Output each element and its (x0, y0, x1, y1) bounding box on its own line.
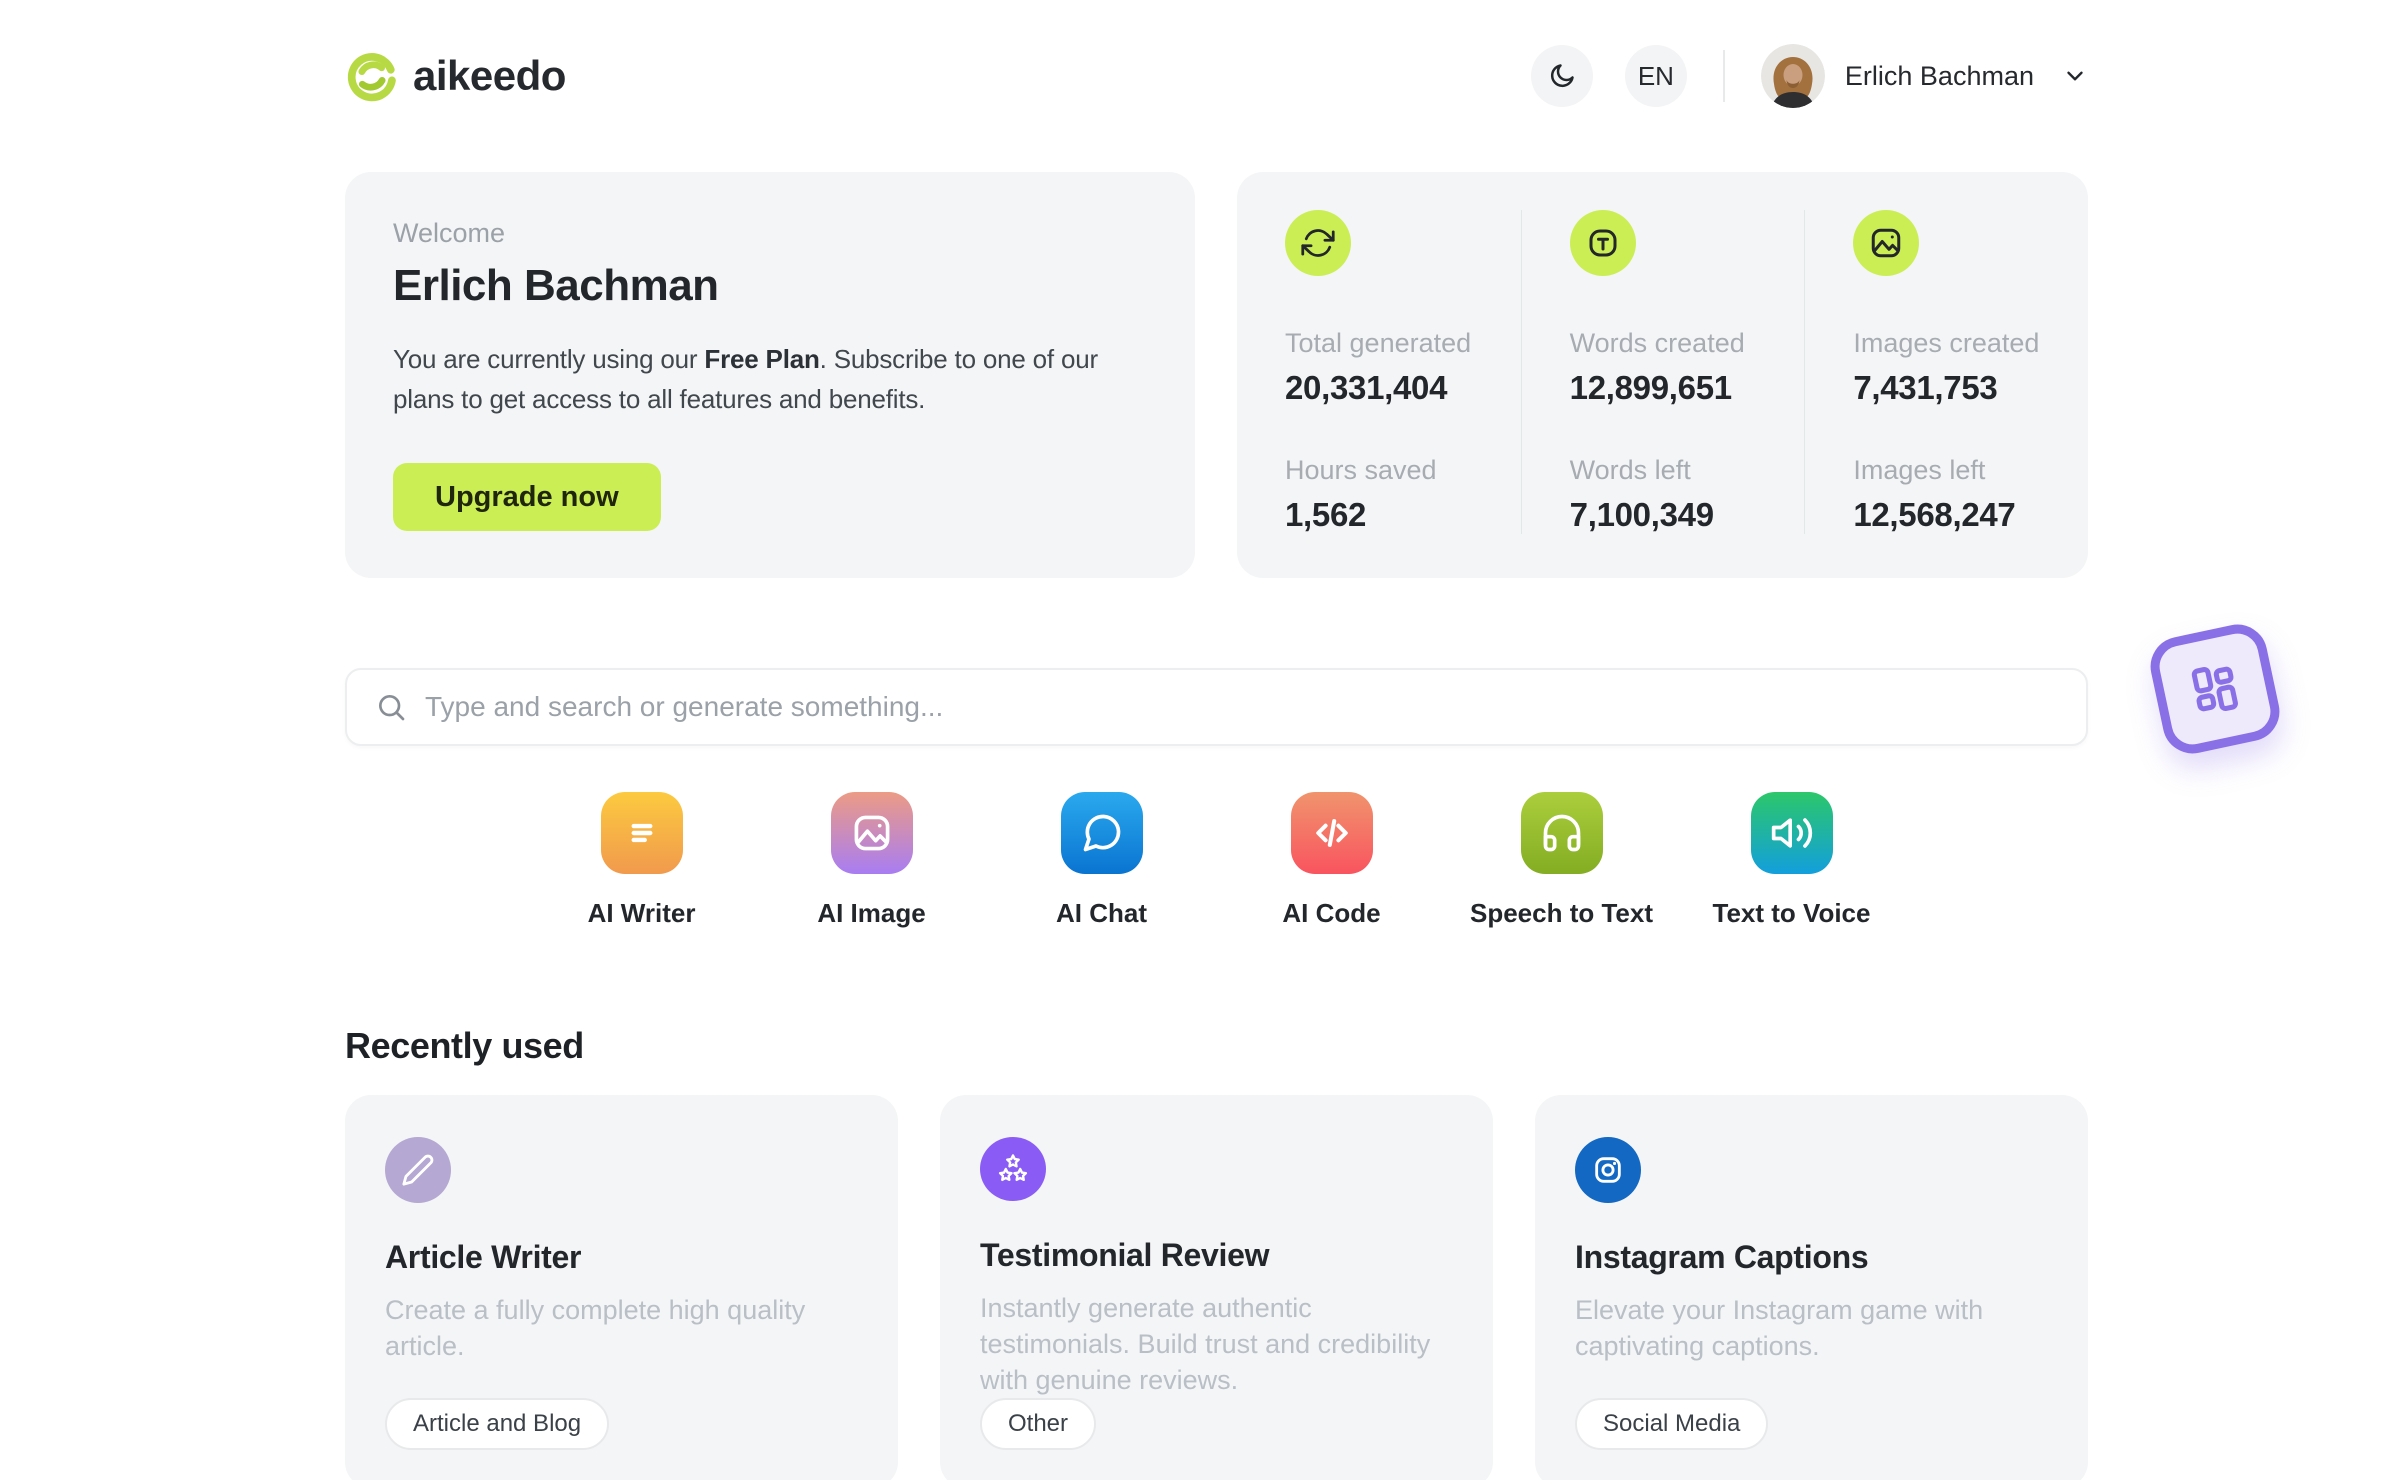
tool-label: AI Chat (1056, 898, 1147, 928)
chat-bubble-icon (1060, 792, 1143, 874)
search-section (345, 668, 2088, 746)
plan-name: Free Plan (704, 344, 820, 374)
stat-value: 12,568,247 (1853, 496, 2016, 533)
moon-icon (1547, 61, 1577, 91)
stat-total-generated: Total generated 20,331,404 Hours saved 1… (1237, 210, 1521, 534)
card-instagram-captions[interactable]: Instagram Captions Elevate your Instagra… (1535, 1095, 2088, 1480)
refresh-icon (1285, 210, 1351, 276)
aikeedo-logo-icon (345, 49, 399, 103)
search-icon (375, 691, 407, 723)
pencil-icon (385, 1137, 451, 1203)
writer-icon (600, 792, 683, 874)
search-bar (345, 668, 2088, 746)
recent-cards: Article Writer Create a fully complete h… (345, 1095, 2088, 1480)
card-title: Article Writer (385, 1239, 582, 1275)
image-icon (830, 792, 913, 874)
card-article-writer[interactable]: Article Writer Create a fully complete h… (345, 1095, 898, 1480)
card-testimonial-review[interactable]: Testimonial Review Instantly generate au… (940, 1095, 1493, 1480)
user-name: Erlich Bachman (1844, 60, 2034, 91)
welcome-user-name: Erlich Bachman (393, 261, 719, 310)
language-label: EN (1637, 60, 1674, 91)
tool-speech-to-text[interactable]: Speech to Text (1447, 792, 1677, 929)
welcome-label: Welcome (393, 218, 506, 248)
stat-images: Images created 7,431,753 Images left 12,… (1804, 210, 2088, 534)
grid-widget-icon (2177, 651, 2253, 727)
logo-text: aikeedo (413, 52, 566, 99)
code-icon (1290, 792, 1373, 874)
plan-message: You are currently using our Free Plan. S… (393, 344, 1098, 414)
tool-text-to-voice[interactable]: Text to Voice (1677, 792, 1907, 929)
stat-label: Words left (1569, 455, 1691, 485)
language-button[interactable]: EN (1624, 45, 1687, 107)
stat-label: Total generated (1285, 328, 1472, 358)
text-icon (1569, 210, 1636, 276)
stat-value: 1,562 (1285, 496, 1367, 533)
tool-label: AI Image (817, 898, 926, 928)
recently-used-section: Recently used Article Writer Create a fu… (345, 1025, 2088, 1480)
card-title: Instagram Captions (1575, 1239, 1869, 1275)
stats-card: Total generated 20,331,404 Hours saved 1… (1237, 172, 2088, 578)
tool-ai-writer[interactable]: AI Writer (527, 792, 757, 929)
stat-value: 7,100,349 (1569, 496, 1714, 533)
stat-label: Images created (1853, 328, 2040, 358)
instagram-icon (1575, 1137, 1641, 1203)
top-section: Welcome Erlich Bachman You are currently… (345, 172, 2088, 578)
tools-row: AI Writer AI Image AI Ch (345, 792, 2088, 929)
recently-used-title: Recently used (345, 1025, 584, 1066)
stars-icon (980, 1137, 1046, 1201)
aikeedo-logo[interactable]: aikeedo (345, 49, 566, 103)
tool-label: Speech to Text (1469, 898, 1653, 928)
headphones-icon (1520, 792, 1603, 874)
welcome-card: Welcome Erlich Bachman You are currently… (345, 172, 1195, 578)
image-icon (1853, 210, 1920, 276)
stat-label: Hours saved (1285, 455, 1437, 485)
tool-label: AI Writer (587, 898, 696, 928)
upgrade-button[interactable]: Upgrade now (393, 463, 661, 531)
header: aikeedo EN (345, 0, 2088, 108)
main-content: Welcome Erlich Bachman You are currently… (345, 172, 2088, 1480)
tool-label: Text to Voice (1712, 898, 1871, 928)
user-menu[interactable]: Erlich Bachman (1760, 44, 2088, 108)
card-description: Elevate your Instagram game with captiva… (1575, 1295, 1984, 1361)
card-tag: Other (980, 1398, 1097, 1450)
header-actions: EN Erlich Bachman (1530, 44, 2088, 108)
stat-label: Words created (1569, 328, 1745, 358)
avatar (1760, 44, 1825, 108)
tool-ai-image[interactable]: AI Image (757, 792, 987, 929)
card-description: Instantly generate authentic testimonial… (980, 1293, 1431, 1395)
search-input[interactable] (425, 691, 2058, 723)
stat-label: Images left (1853, 455, 1986, 485)
stat-value: 12,899,651 (1569, 369, 1732, 406)
chevron-down-icon (2062, 63, 2088, 89)
tool-ai-chat[interactable]: AI Chat (987, 792, 1217, 929)
speaker-icon (1750, 792, 1833, 874)
card-title: Testimonial Review (980, 1237, 1270, 1273)
card-tag: Social Media (1575, 1398, 1769, 1450)
card-description: Create a fully complete high quality art… (385, 1295, 806, 1361)
header-divider (1722, 50, 1725, 102)
stat-value: 20,331,404 (1285, 369, 1448, 406)
tool-label: AI Code (1282, 898, 1381, 928)
tool-ai-code[interactable]: AI Code (1217, 792, 1447, 929)
stat-words: Words created 12,899,651 Words left 7,10… (1520, 210, 1805, 534)
templates-widget-button[interactable] (2145, 619, 2285, 759)
dark-mode-toggle[interactable] (1530, 45, 1593, 107)
stat-value: 7,431,753 (1853, 369, 1998, 406)
card-tag: Article and Blog (385, 1398, 610, 1450)
